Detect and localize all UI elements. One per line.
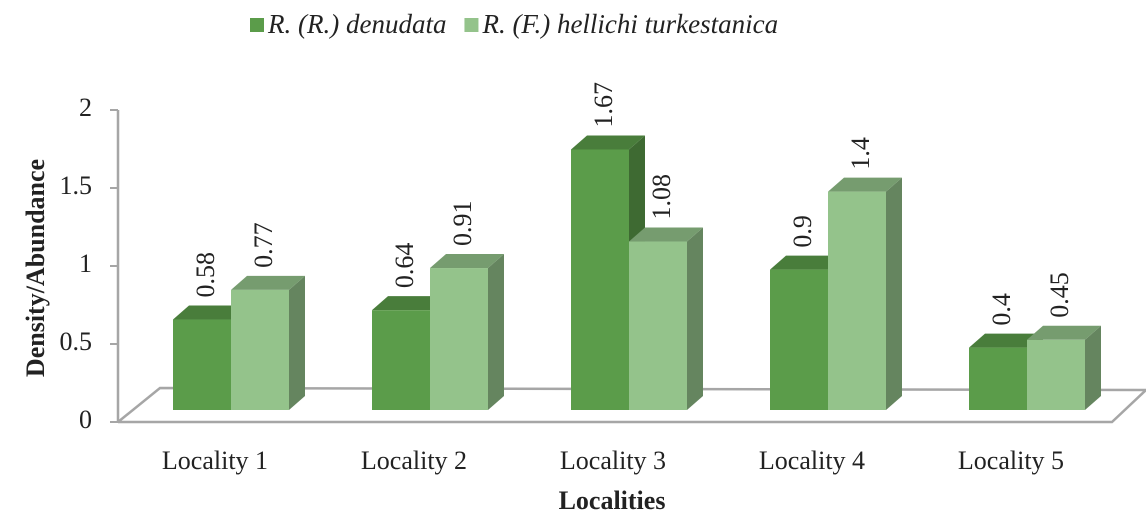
bar [828,177,902,410]
bar-top [828,177,902,192]
y-tick-label: 0.5 [60,327,93,356]
x-tick-label: Locality 5 [958,446,1064,475]
bar [629,227,703,410]
bar [430,254,504,410]
data-label: 1.4 [846,137,875,170]
legend-swatch [464,18,479,32]
y-tick-label: 1.5 [60,171,93,200]
x-tick-label: Locality 4 [759,446,865,475]
legend-label: R. (F.) hellichi turkestanica [481,9,778,39]
bar-top [372,296,446,311]
bar-front [571,149,629,411]
bar-front [770,269,828,410]
bar-side [687,227,703,410]
bar-front [231,289,289,410]
x-tick-label: Locality 2 [361,446,467,475]
x-axis-title: Localities [559,486,666,515]
y-tick-label: 0 [79,405,92,434]
floor [117,386,1146,424]
data-label: 1.08 [647,174,676,220]
bar-front [1027,339,1085,410]
bar-front [372,310,430,410]
data-label: 1.67 [589,82,618,128]
bar-side [886,177,902,410]
data-label: 0.9 [788,215,817,248]
bar-top [770,255,844,270]
bar-top [1027,325,1101,340]
bar [231,275,305,410]
bar [173,305,247,410]
data-label: 0.64 [390,243,419,289]
y-axis-title: Density/Abundance [21,159,50,377]
bar-top [571,135,645,150]
bar-side [488,254,504,410]
bar-top [173,305,247,320]
bar-top [231,275,305,290]
floor-outline [117,386,1146,424]
y-tick-label: 2 [79,93,92,122]
bar-top [629,227,703,242]
data-label: 0.77 [249,222,278,268]
bar-side [1085,325,1101,410]
data-label: 0.45 [1045,272,1074,318]
bar-front [629,241,687,410]
x-tick-label: Locality 3 [560,446,666,475]
bar-front [430,268,488,410]
bar-side [289,275,305,410]
legend-swatch [250,18,264,32]
data-label: 0.4 [987,293,1016,326]
bar [1027,325,1101,410]
data-label: 0.91 [448,201,477,247]
bar-top [969,333,1043,348]
x-tick-label: Locality 1 [162,446,268,475]
bar-front [173,319,231,410]
bar-top [430,254,504,269]
data-label: 0.58 [191,252,220,298]
bar-front [828,191,886,410]
y-tick-label: 1 [79,249,92,278]
bar-front [969,347,1027,410]
legend-label: R. (R.) denudata [267,9,446,39]
